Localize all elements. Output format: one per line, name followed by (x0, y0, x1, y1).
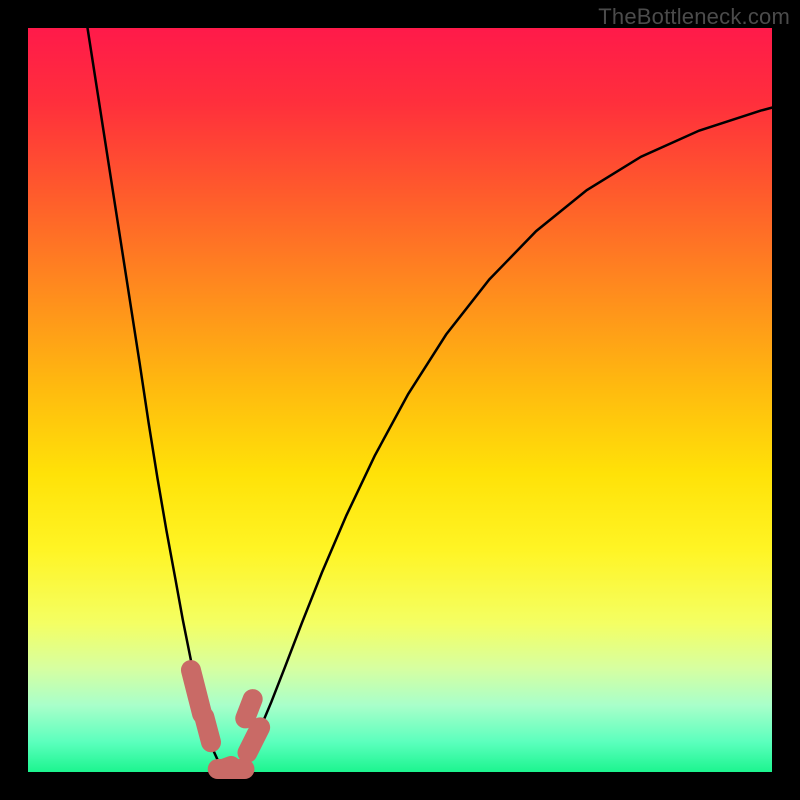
valley-marker-segment (191, 670, 202, 714)
chart-background (28, 28, 772, 772)
valley-marker-segment (245, 699, 252, 718)
chart-canvas (0, 0, 800, 800)
valley-marker-segment (204, 717, 211, 742)
valley-marker-segment (247, 727, 260, 752)
bottleneck-chart: TheBottleneck.com (0, 0, 800, 800)
watermark-label: TheBottleneck.com (598, 4, 790, 30)
